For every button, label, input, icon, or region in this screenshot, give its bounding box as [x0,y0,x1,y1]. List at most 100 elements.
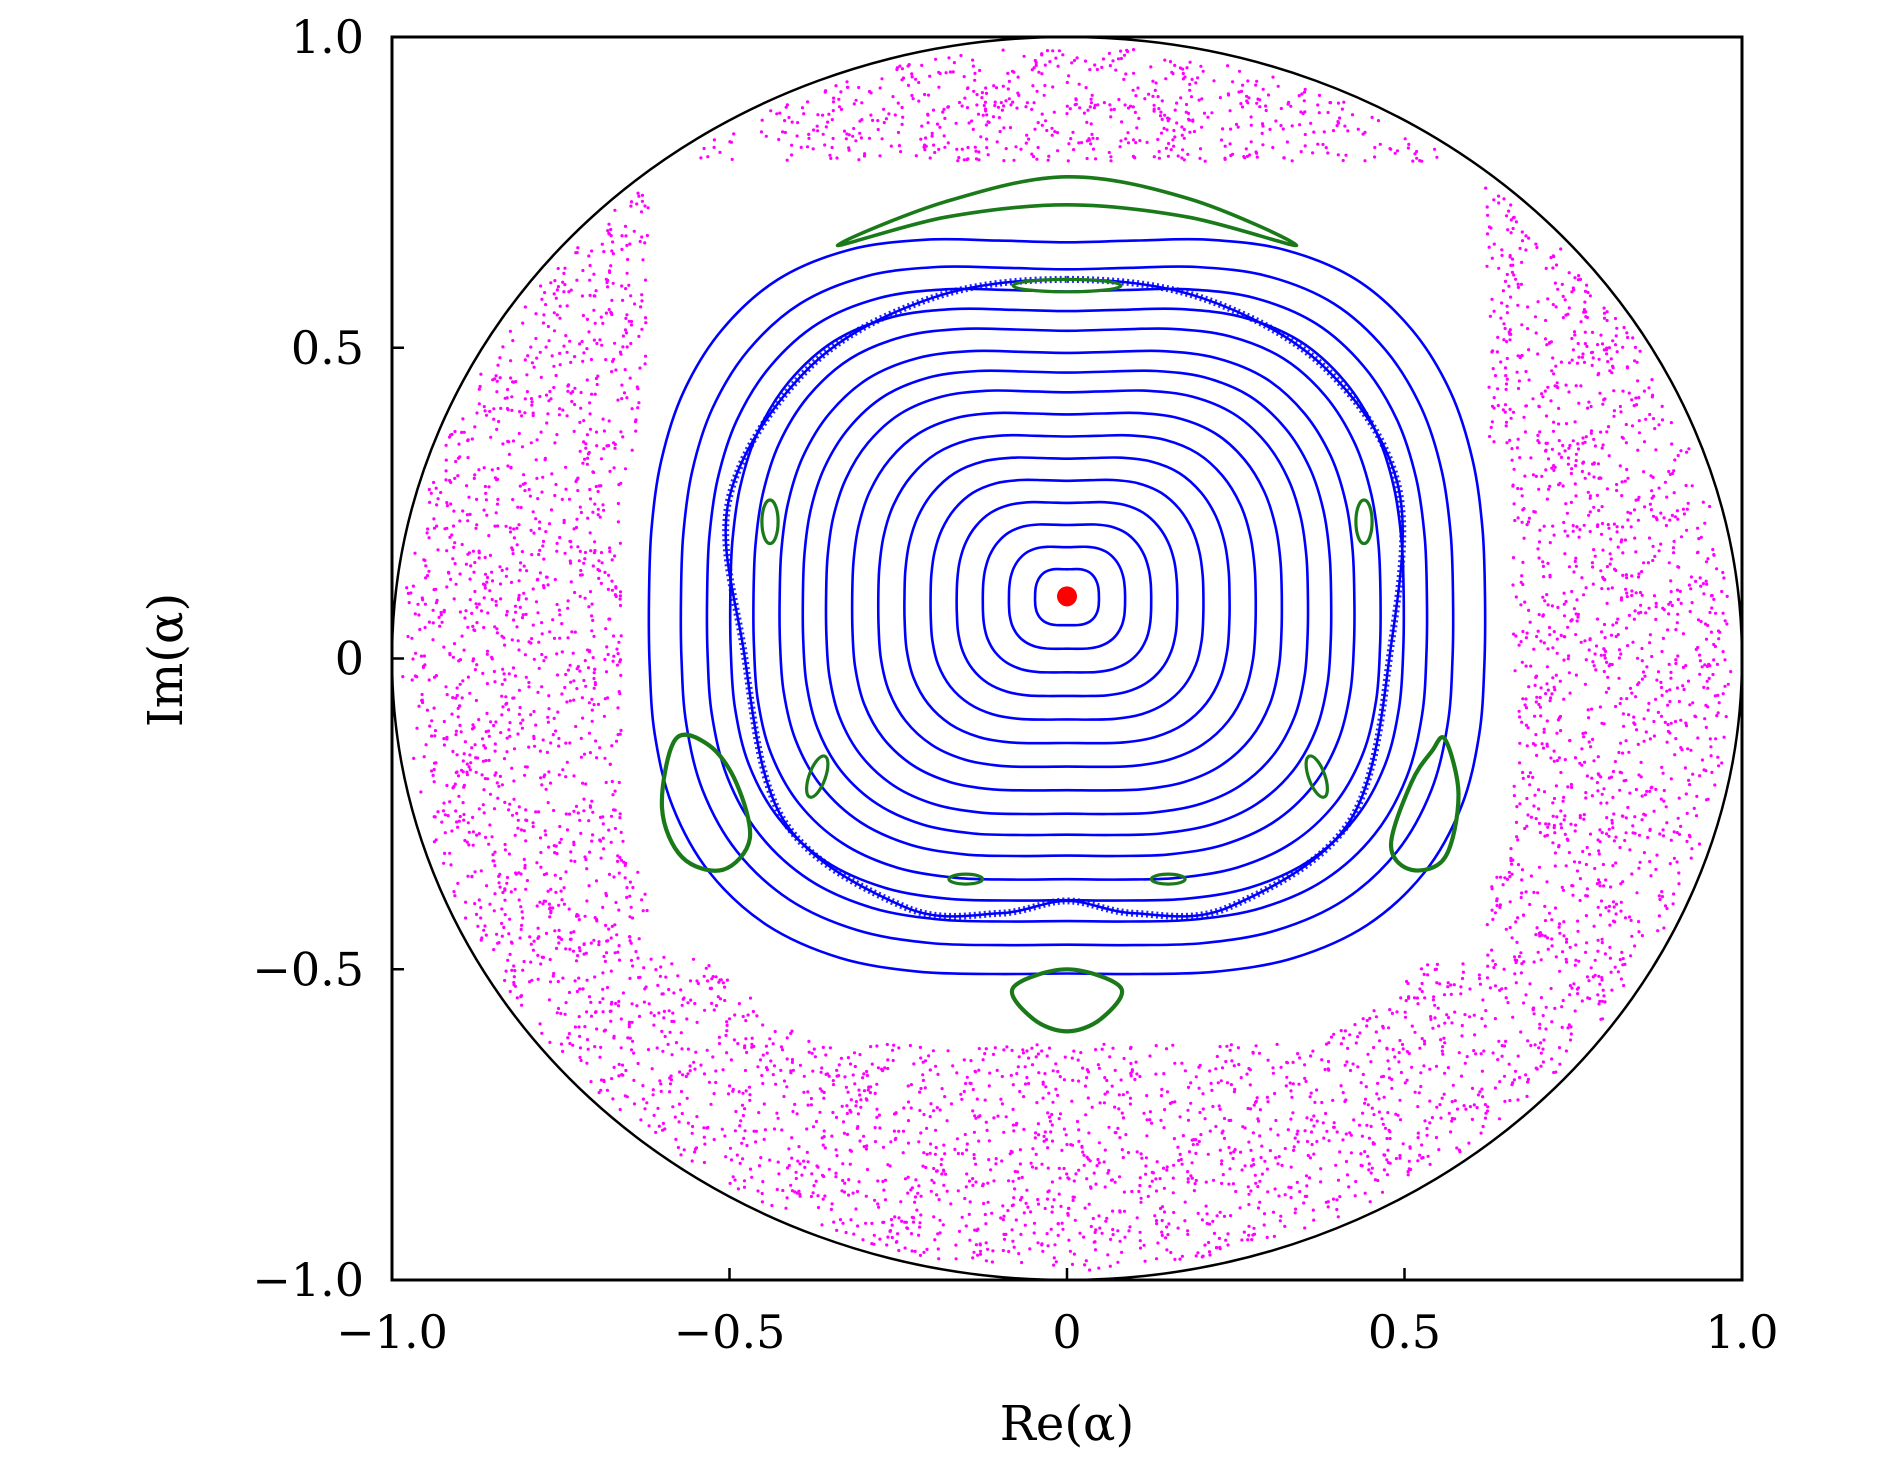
chaos-point [1540,474,1544,478]
chaos-point [499,406,503,410]
chaos-point [1200,97,1204,101]
chaos-point [1457,1051,1461,1055]
chaos-point [427,620,431,624]
chaos-point [636,956,640,960]
chaos-point [619,858,624,862]
chaos-point [1589,404,1593,409]
chaos-point [1640,570,1644,574]
chaos-point [1105,1078,1109,1083]
chaos-point [1215,1214,1219,1218]
chaos-point [1588,529,1592,534]
chaos-point [559,837,563,841]
chaos-point [781,1188,785,1193]
chaos-point [520,414,524,418]
chaos-point [639,305,643,309]
chaos-point [1669,421,1673,425]
chaos-point [688,1064,692,1068]
chaos-point [859,136,864,140]
chaos-point [1571,524,1575,528]
chaos-point [1526,327,1530,331]
chaos-point [462,812,466,817]
chaos-point [1262,1223,1266,1227]
chaos-point [743,1068,748,1073]
chaos-point [1134,1060,1138,1064]
chaos-point [972,1130,977,1134]
chaos-point [977,1068,981,1072]
chaos-point [897,1046,901,1050]
chaos-point [1668,518,1672,522]
chaos-point [1377,1097,1381,1101]
chaos-point [658,1079,662,1083]
chaos-point [1559,247,1563,251]
chaos-point [537,935,541,939]
chaos-point [1018,1198,1023,1202]
chaos-point [941,110,945,114]
chaos-point [1647,701,1651,706]
chaos-point [520,550,525,554]
chaos-point [1681,507,1685,511]
chaos-point [1520,868,1525,872]
chaos-point [1247,1192,1251,1196]
chaos-point [579,510,584,515]
chaos-point [1715,714,1719,718]
chaos-point [594,879,599,883]
chaos-point [1089,1224,1093,1229]
chaos-point [1155,1222,1159,1226]
chaos-point [651,1088,655,1092]
chaos-point [442,719,446,724]
chaos-point [424,743,428,747]
chaos-point [949,1102,954,1106]
chaos-point [1188,60,1192,64]
chaos-point [1276,1162,1280,1166]
chaos-point [523,358,527,362]
chaos-point [562,886,566,890]
chaos-point [1498,905,1502,910]
chaos-point [1670,513,1674,518]
chaos-point [561,408,565,412]
chaos-point [1135,1150,1139,1154]
chaos-point [1056,1069,1060,1074]
chaos-point [1435,981,1439,985]
chaos-point [1239,89,1244,93]
chaos-point [524,839,528,843]
chaos-point [984,123,989,127]
chaos-point [1072,148,1076,152]
chaos-point [1605,352,1609,356]
chaos-point [649,957,653,961]
chaos-point [1419,1084,1423,1089]
chaos-point [1084,1259,1088,1263]
chaos-point [1303,1076,1307,1080]
chaos-point [1443,1041,1447,1045]
chaos-point [942,1183,946,1187]
chaos-point [1562,520,1566,525]
chaos-point [629,1048,634,1052]
chaos-point [618,816,622,820]
chaos-point [1415,156,1419,160]
chaos-point [1639,775,1643,779]
chaos-point [1255,155,1259,159]
chaos-point [1047,1091,1051,1095]
chaos-point [609,840,613,844]
chaos-point [1713,783,1717,787]
chaos-point [1194,1151,1198,1155]
chaos-point [626,257,630,262]
chaos-point [1544,266,1548,270]
chaos-point [495,379,499,383]
chaos-point [1538,695,1542,700]
chaos-point [505,736,509,740]
chaos-point [1027,1056,1031,1060]
chaos-point [1654,617,1658,622]
chaos-point [1585,941,1589,945]
chaos-point [844,1230,848,1235]
chaos-point [1066,1176,1070,1180]
chaos-point [440,820,444,824]
chaos-point [1033,1136,1037,1140]
chaos-point [432,480,436,485]
chaos-point [718,997,723,1001]
chaos-point [591,810,595,814]
chaos-point [1343,1063,1347,1067]
chaos-point [1249,1164,1253,1168]
chaos-point [1623,479,1627,483]
chaos-point [1001,1248,1005,1253]
chaos-point [1090,132,1094,136]
